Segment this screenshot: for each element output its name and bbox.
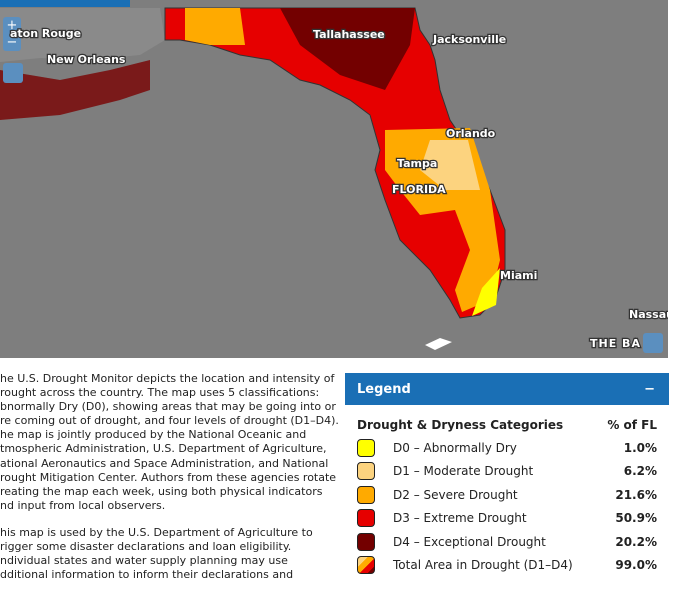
text-line: he map is jointly produced by the Nation…	[0, 428, 307, 442]
d0-area	[472, 268, 500, 316]
d2-area	[185, 8, 245, 45]
description: he U.S. Drought Monitor depicts the loca…	[0, 372, 339, 595]
legend-value: 99.0%	[615, 558, 657, 573]
legend: Legend − Drought & Dryness Categories % …	[345, 373, 669, 577]
place-label: aton Rouge	[10, 27, 81, 40]
copyright-button[interactable]	[643, 333, 663, 353]
legend-value: 1.0%	[623, 440, 657, 455]
legend-label: D4 – Exceptional Drought	[393, 534, 546, 549]
swatch	[357, 509, 375, 528]
text-line: tmospheric Administration, U.S. Departme…	[0, 442, 327, 456]
place-label: Jacksonville	[432, 33, 506, 46]
zoom-box	[3, 17, 21, 51]
swatch	[357, 462, 375, 481]
place-label: Tampa	[397, 157, 437, 170]
swatch	[357, 556, 375, 575]
text-line: he U.S. Drought Monitor depicts the loca…	[0, 372, 335, 385]
paragraph: he U.S. Drought Monitor depicts the loca…	[0, 372, 339, 513]
text-line: rought across the country. The map uses …	[0, 386, 320, 400]
legend-label: D2 – Severe Drought	[393, 487, 518, 502]
text-line: ational Aeronautics and Space Administra…	[0, 456, 329, 470]
legend-value: 20.2%	[615, 534, 657, 549]
swatch	[357, 532, 375, 551]
legend-header: Legend −	[345, 373, 669, 405]
legend-column: % of FL	[607, 418, 657, 432]
legend-label: Total Area in Drought (D1–D4)	[393, 558, 573, 573]
florida	[164, 7, 506, 319]
place-label: Miami	[500, 269, 537, 282]
zoom-in[interactable]: +	[7, 18, 18, 33]
locate-button[interactable]	[3, 63, 23, 83]
map: + − aton Rouge New Orleans Tallahassee J…	[0, 0, 668, 358]
place-label: Orlando	[446, 127, 496, 140]
legend-row: D3 – Extreme Drought 50.9%	[345, 507, 669, 531]
swatch	[357, 438, 375, 457]
keys	[425, 338, 452, 350]
legend-value: 50.9%	[615, 511, 657, 526]
legend-label: D0 – Abnormally Dry	[393, 440, 517, 455]
text-line: rigger some disaster declarations and lo…	[0, 540, 292, 554]
legend-label: D3 – Extreme Drought	[393, 511, 527, 526]
text-line: rought Mitigation Center. Authors from t…	[0, 470, 337, 484]
legend-row: D1 – Moderate Drought 6.2%	[345, 460, 669, 484]
legend-row: D2 – Severe Drought 21.6%	[345, 483, 669, 507]
text-line: reating the map each week, using both ph…	[0, 484, 323, 498]
text-line: bnormally Dry (D0), showing areas that m…	[0, 400, 336, 414]
text-line: ndividual states and water supply planni…	[0, 554, 288, 568]
zoom-out[interactable]: −	[7, 35, 18, 50]
legend-row: Total Area in Drought (D1–D4) 99.0%	[345, 554, 669, 578]
legend-row: D4 – Exceptional Drought 20.2%	[345, 530, 669, 554]
swatch	[357, 485, 375, 504]
text-line: re coming out of drought, and four level…	[0, 414, 339, 428]
place-label: New Orleans	[47, 53, 126, 66]
legend-value: 21.6%	[615, 487, 657, 502]
text-line: dditional information to inform their de…	[0, 568, 294, 582]
legend-heading: Drought & Dryness Categories	[357, 418, 564, 432]
attribution: THE BA	[590, 337, 641, 350]
d1-area	[420, 140, 480, 190]
place-label: Tallahassee	[313, 28, 385, 41]
d4-area	[280, 8, 415, 90]
legend-row: D0 – Abnormally Dry 1.0%	[345, 436, 669, 460]
text-line: nd input from local observers.	[0, 498, 166, 512]
legend-rows: D0 – Abnormally Dry 1.0% D1 – Moderate Dro…	[345, 436, 669, 577]
legend-value: 6.2%	[623, 464, 657, 479]
place-label: Nassau	[629, 308, 668, 321]
legend-title: Legend	[357, 381, 411, 397]
text-line: his map is used by the U.S. Department o…	[0, 525, 313, 539]
legend-label: D1 – Moderate Drought	[393, 464, 534, 479]
louisiana-area	[0, 60, 150, 120]
top-bar	[0, 0, 130, 7]
place-label: FLORIDA	[392, 183, 446, 196]
legend-collapse[interactable]: −	[644, 381, 655, 397]
land	[0, 8, 165, 62]
legend-columns: Drought & Dryness Categories % of FL	[345, 418, 669, 432]
paragraph: his map is used by the U.S. Department o…	[0, 526, 330, 582]
